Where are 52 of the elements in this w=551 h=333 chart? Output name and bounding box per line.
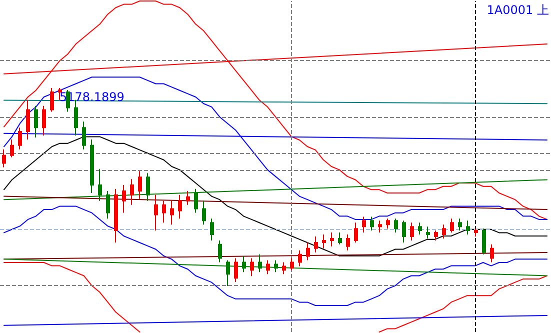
candlestick xyxy=(386,218,390,230)
candlestick xyxy=(178,194,182,220)
candlestick xyxy=(370,216,374,232)
annotation: 1A0001 上 xyxy=(486,3,550,17)
candlestick xyxy=(394,218,398,234)
candlestick xyxy=(450,218,454,234)
candlestick xyxy=(322,234,326,249)
candlestick xyxy=(410,222,414,241)
candlestick xyxy=(154,194,158,232)
candlestick xyxy=(458,218,462,232)
candlestick xyxy=(42,105,46,136)
candlestick xyxy=(290,258,294,271)
candlestick xyxy=(330,232,334,247)
candlestick xyxy=(26,99,30,140)
candlestick xyxy=(186,190,190,206)
candlestick xyxy=(346,234,350,251)
candlestick xyxy=(474,228,478,237)
candlestick xyxy=(490,244,494,263)
candlestick xyxy=(50,88,54,112)
candlestick xyxy=(442,224,446,239)
candlestick xyxy=(114,188,118,243)
candlestick xyxy=(402,220,406,243)
candlestick xyxy=(90,138,94,194)
candlestick xyxy=(338,232,342,245)
candlestick xyxy=(314,236,318,253)
candlestick xyxy=(482,228,486,255)
candlestick xyxy=(18,127,22,150)
candlestick xyxy=(354,222,358,243)
candlestick xyxy=(466,220,470,236)
candlestick xyxy=(130,178,134,206)
candlestick xyxy=(266,260,270,275)
candlestick xyxy=(298,250,302,267)
candlestick xyxy=(2,148,6,168)
candlestick xyxy=(202,200,206,226)
candlestick xyxy=(34,105,38,138)
candlestick xyxy=(282,262,286,275)
candlestick xyxy=(426,226,430,239)
candlestick xyxy=(138,170,142,200)
candlestick xyxy=(170,200,174,226)
candlestick xyxy=(250,258,254,277)
candlestick xyxy=(10,138,14,158)
candlestick xyxy=(162,200,166,224)
candlestick xyxy=(82,121,86,150)
candlestick xyxy=(122,184,126,214)
candlestick xyxy=(234,258,238,283)
candlestick xyxy=(378,220,382,234)
candlestick xyxy=(210,218,214,241)
candlestick xyxy=(418,222,422,236)
candlestick xyxy=(434,230,438,241)
candlestick xyxy=(306,242,310,261)
candlestick xyxy=(218,240,222,263)
candlestick xyxy=(362,216,366,234)
